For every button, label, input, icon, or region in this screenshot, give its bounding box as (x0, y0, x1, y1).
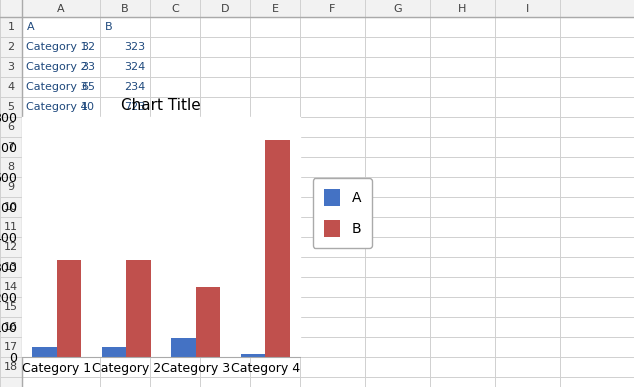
Bar (196, 287, 220, 357)
Text: Category 3: Category 3 (26, 82, 87, 92)
Legend: A, B: A, B (313, 178, 372, 248)
Text: I: I (526, 3, 529, 14)
Bar (241, 354, 265, 357)
Text: Category 2: Category 2 (26, 62, 87, 72)
Title: Chart Title: Chart Title (121, 98, 201, 113)
Text: G: G (393, 3, 402, 14)
Text: 3: 3 (8, 62, 15, 72)
Bar (265, 140, 290, 357)
Bar (0, 0, 634, 17)
Text: 10: 10 (4, 202, 18, 212)
Text: 323: 323 (124, 42, 145, 52)
Text: 234: 234 (124, 82, 145, 92)
Text: 1: 1 (8, 22, 15, 32)
Text: 17: 17 (4, 342, 18, 352)
Bar (57, 260, 81, 357)
Text: 7: 7 (8, 142, 15, 152)
Text: A: A (57, 3, 65, 14)
Text: 11: 11 (4, 222, 18, 232)
Text: 33: 33 (81, 62, 95, 72)
Bar (102, 347, 126, 357)
Text: Category 4: Category 4 (26, 102, 87, 112)
Text: 2: 2 (8, 42, 15, 52)
Text: B: B (105, 22, 113, 32)
Text: 32: 32 (81, 42, 95, 52)
Text: 8: 8 (8, 162, 15, 172)
Text: 13: 13 (4, 262, 18, 272)
Text: F: F (329, 3, 335, 14)
Text: 65: 65 (81, 82, 95, 92)
Text: 18: 18 (4, 362, 18, 372)
Text: 10: 10 (81, 102, 95, 112)
Text: H: H (458, 3, 467, 14)
Text: D: D (221, 3, 230, 14)
Bar (171, 337, 196, 357)
Text: 15: 15 (4, 302, 18, 312)
Text: Category 1: Category 1 (26, 42, 87, 52)
Text: E: E (271, 3, 278, 14)
Bar (32, 348, 57, 357)
Text: 723: 723 (124, 102, 145, 112)
Text: C: C (171, 3, 179, 14)
Text: 4: 4 (8, 82, 15, 92)
Bar (126, 260, 150, 357)
Text: 12: 12 (4, 242, 18, 252)
Text: 16: 16 (4, 322, 18, 332)
Text: A: A (27, 22, 35, 32)
Bar (22, 117, 300, 357)
Text: 14: 14 (4, 282, 18, 292)
Text: B: B (121, 3, 129, 14)
Text: 5: 5 (8, 102, 15, 112)
Text: 6: 6 (8, 122, 15, 132)
Text: 9: 9 (8, 182, 15, 192)
Text: 324: 324 (124, 62, 145, 72)
Bar (0, 0, 22, 387)
